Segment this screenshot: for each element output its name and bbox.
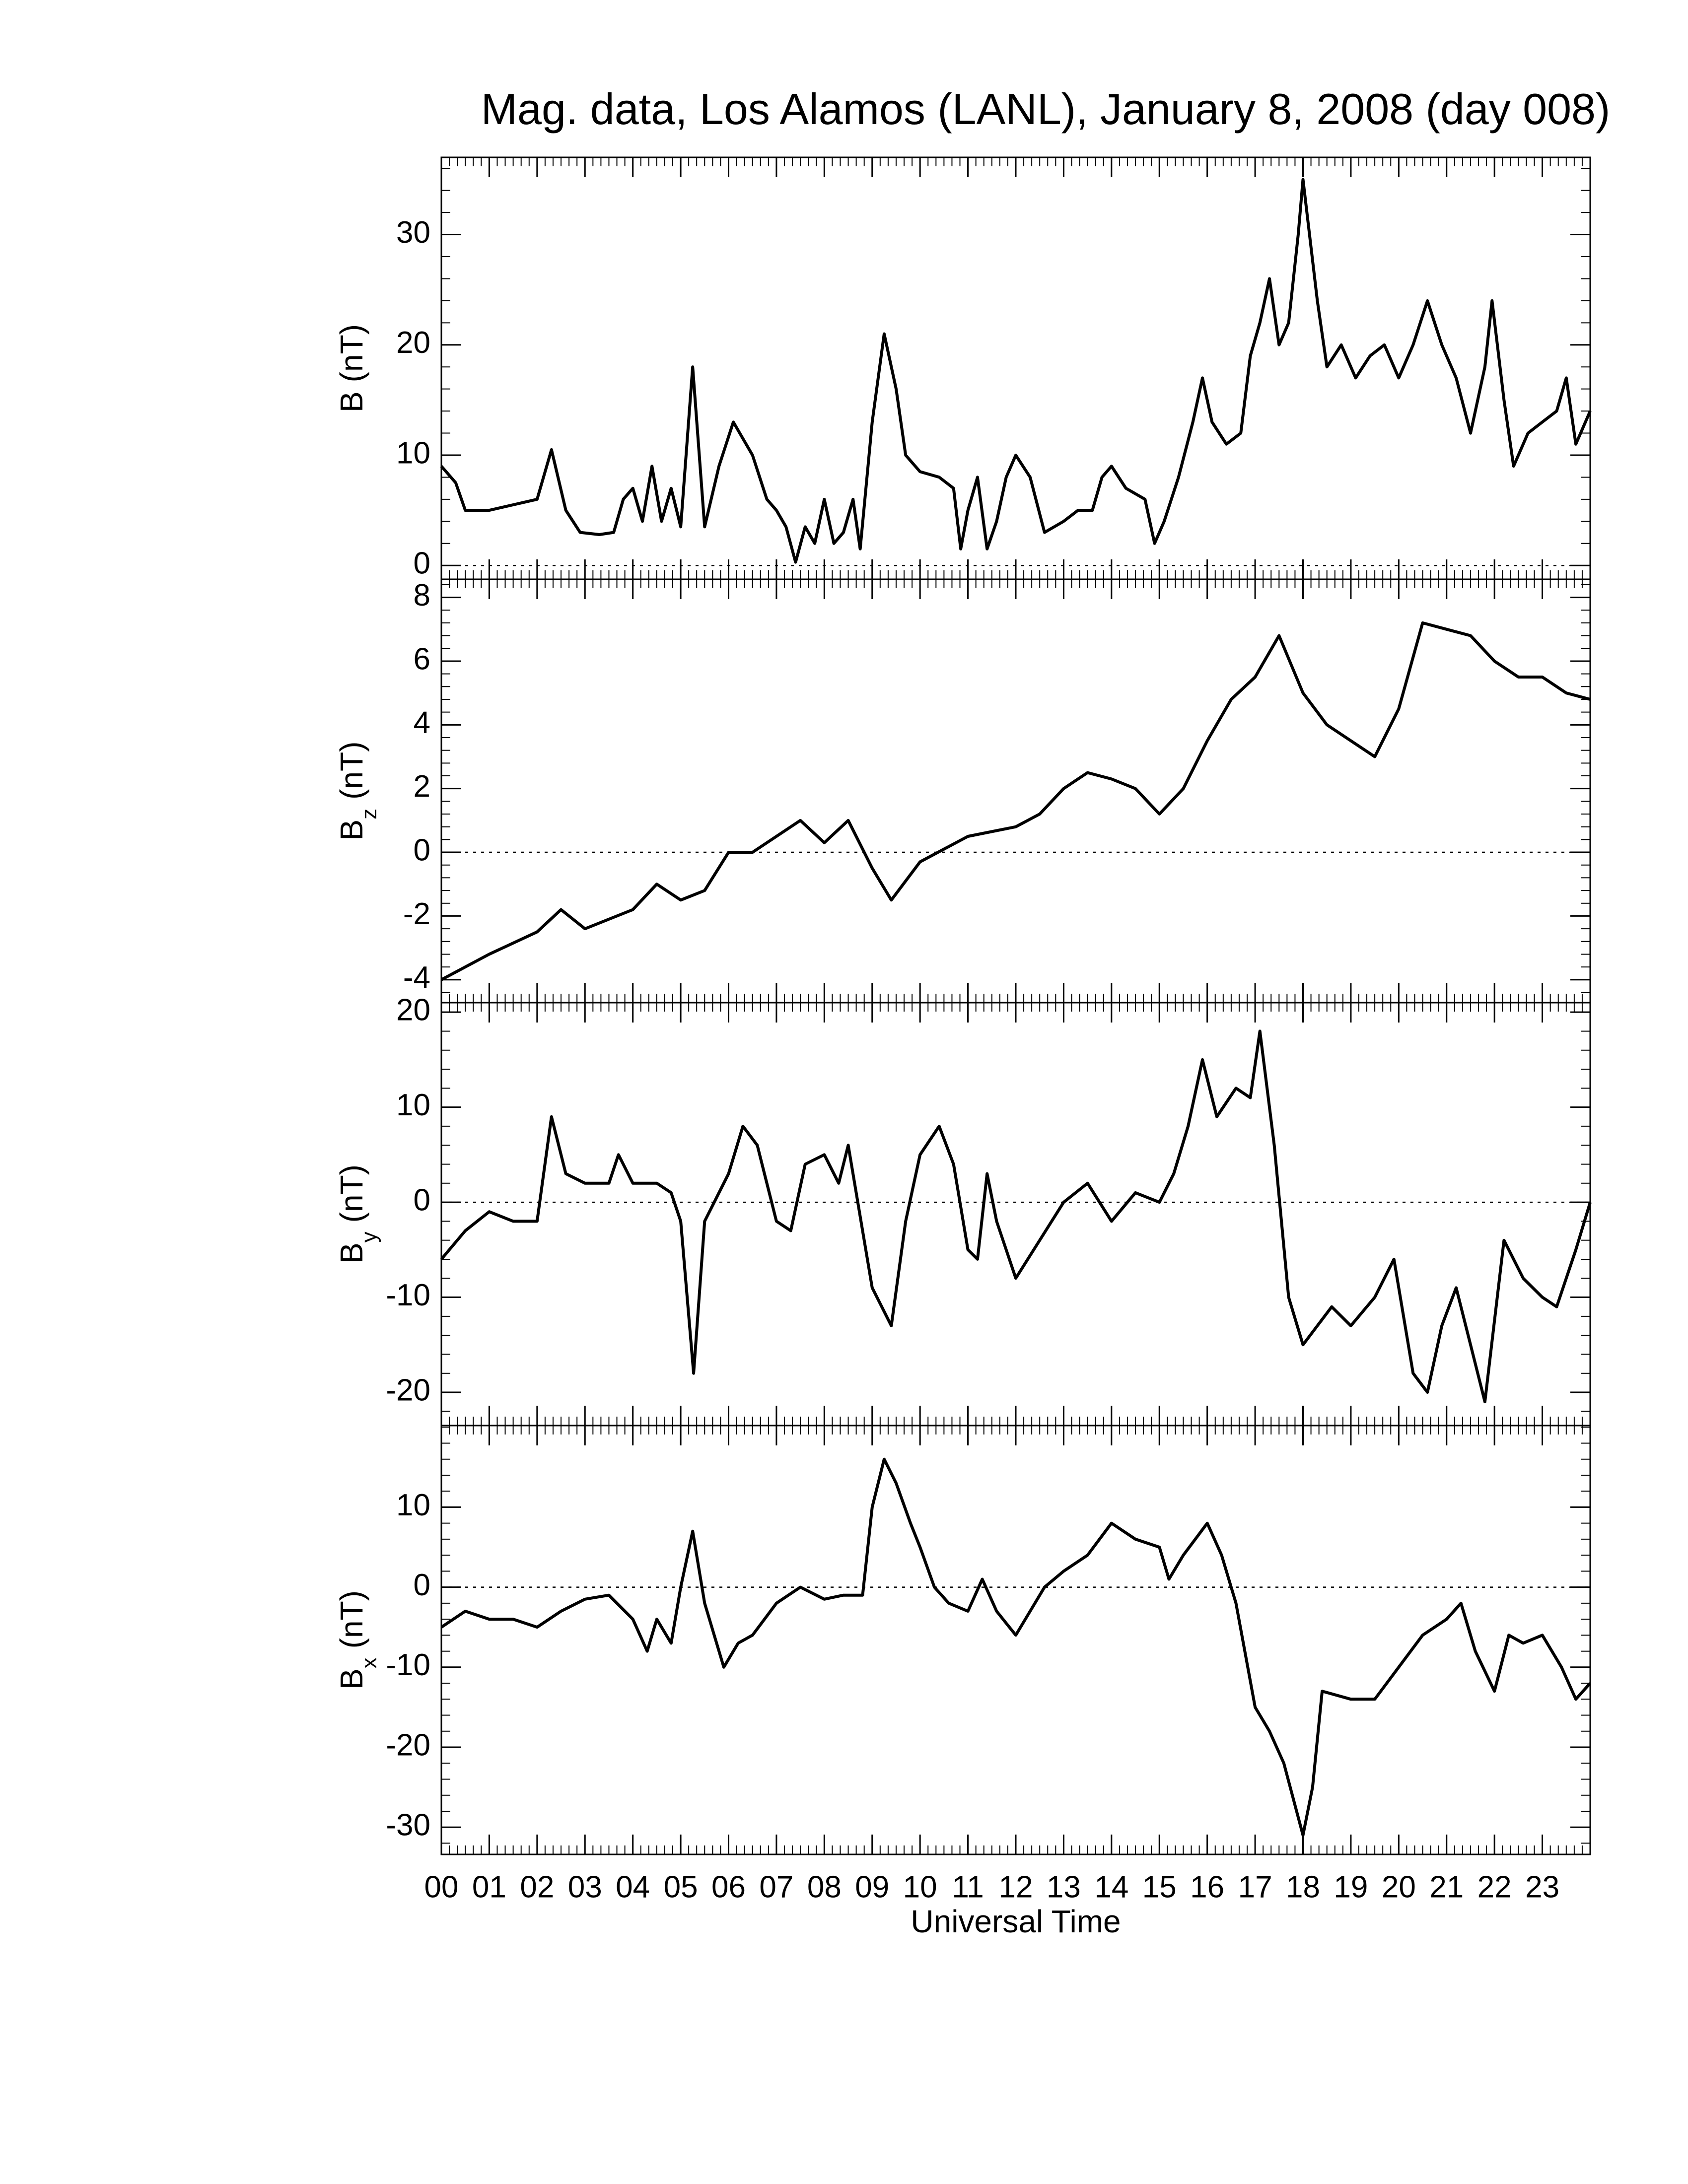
x-tick-label: 22 <box>1477 1870 1512 1904</box>
x-tick-label: 06 <box>711 1870 746 1904</box>
y-tick-label: 10 <box>396 1488 430 1522</box>
y-tick-label: 6 <box>414 642 430 676</box>
y-tick-label: 30 <box>396 215 430 250</box>
x-tick-label: 20 <box>1382 1870 1416 1904</box>
y-tick-label: -30 <box>386 1808 430 1843</box>
data-line <box>440 1029 1592 1404</box>
data-line <box>440 621 1591 981</box>
y-axis-label: Bz (nT) <box>334 742 381 841</box>
y-tick-label: 0 <box>414 1568 430 1602</box>
y-tick-label: 8 <box>414 578 430 613</box>
y-axis-label-part: x <box>357 1657 381 1668</box>
x-tick-label: 11 <box>952 1870 984 1904</box>
y-tick-label: -20 <box>386 1728 430 1762</box>
y-tick-label: 10 <box>396 436 430 470</box>
x-tick-label: 01 <box>472 1870 506 1904</box>
y-tick-label: 20 <box>396 993 430 1027</box>
y-axis-label-part: B <box>334 1242 369 1264</box>
y-tick-label: -10 <box>386 1648 430 1682</box>
y-tick-label: -10 <box>386 1278 430 1312</box>
x-tick-label: 15 <box>1142 1870 1177 1904</box>
data-line <box>440 178 1592 564</box>
y-axis-label-part: (nT) <box>334 1164 369 1223</box>
y-tick-label: -4 <box>403 960 430 995</box>
x-tick-label: 10 <box>903 1870 937 1904</box>
x-tick-label: 21 <box>1429 1870 1464 1904</box>
y-tick-label: 0 <box>414 833 430 867</box>
y-axis-label-part: B <box>334 819 369 841</box>
y-tick-label: 0 <box>414 546 430 581</box>
x-tick-label: 00 <box>424 1870 459 1904</box>
y-axis-label-part: (nT) <box>334 742 369 800</box>
y-tick-label: 10 <box>396 1088 430 1122</box>
x-tick-label: 07 <box>759 1870 793 1904</box>
x-tick-label: 14 <box>1094 1870 1128 1904</box>
y-axis-label: B (nT) <box>334 324 369 412</box>
data-line <box>440 1457 1592 1837</box>
y-axis-label-part: B <box>334 391 369 412</box>
y-tick-label: -20 <box>386 1373 430 1407</box>
y-axis-label: Bx (nT) <box>334 1590 381 1690</box>
x-tick-label: 08 <box>807 1870 842 1904</box>
x-tick-label: 03 <box>568 1870 602 1904</box>
x-tick-label: 13 <box>1047 1870 1081 1904</box>
x-tick-label: 05 <box>664 1870 698 1904</box>
y-tick-label: 4 <box>414 706 430 740</box>
y-tick-label: 20 <box>396 326 430 360</box>
chart-title: Mag. data, Los Alamos (LANL), January 8,… <box>481 84 1611 134</box>
x-tick-label: 17 <box>1238 1870 1272 1904</box>
y-axis-label-part: y <box>357 1231 381 1242</box>
y-axis-label-part: (nT) <box>334 1590 369 1648</box>
x-tick-label: 02 <box>520 1870 554 1904</box>
x-tick-label: 12 <box>999 1870 1033 1904</box>
y-tick-label: 2 <box>414 769 430 804</box>
y-tick-label: 0 <box>414 1183 430 1217</box>
y-axis-label: By (nT) <box>334 1164 381 1264</box>
y-axis-label-part: B <box>334 1668 369 1690</box>
y-tick-label: -2 <box>403 897 430 931</box>
y-axis-label-part: z <box>357 809 381 819</box>
x-axis-label: Universal Time <box>911 1904 1121 1939</box>
x-tick-label: 19 <box>1334 1870 1368 1904</box>
x-tick-label: 04 <box>616 1870 650 1904</box>
x-tick-label: 09 <box>855 1870 889 1904</box>
x-tick-label: 23 <box>1525 1870 1559 1904</box>
x-tick-label: 16 <box>1190 1870 1224 1904</box>
x-tick-label: 18 <box>1286 1870 1320 1904</box>
y-axis-label-part: (nT) <box>334 324 369 382</box>
